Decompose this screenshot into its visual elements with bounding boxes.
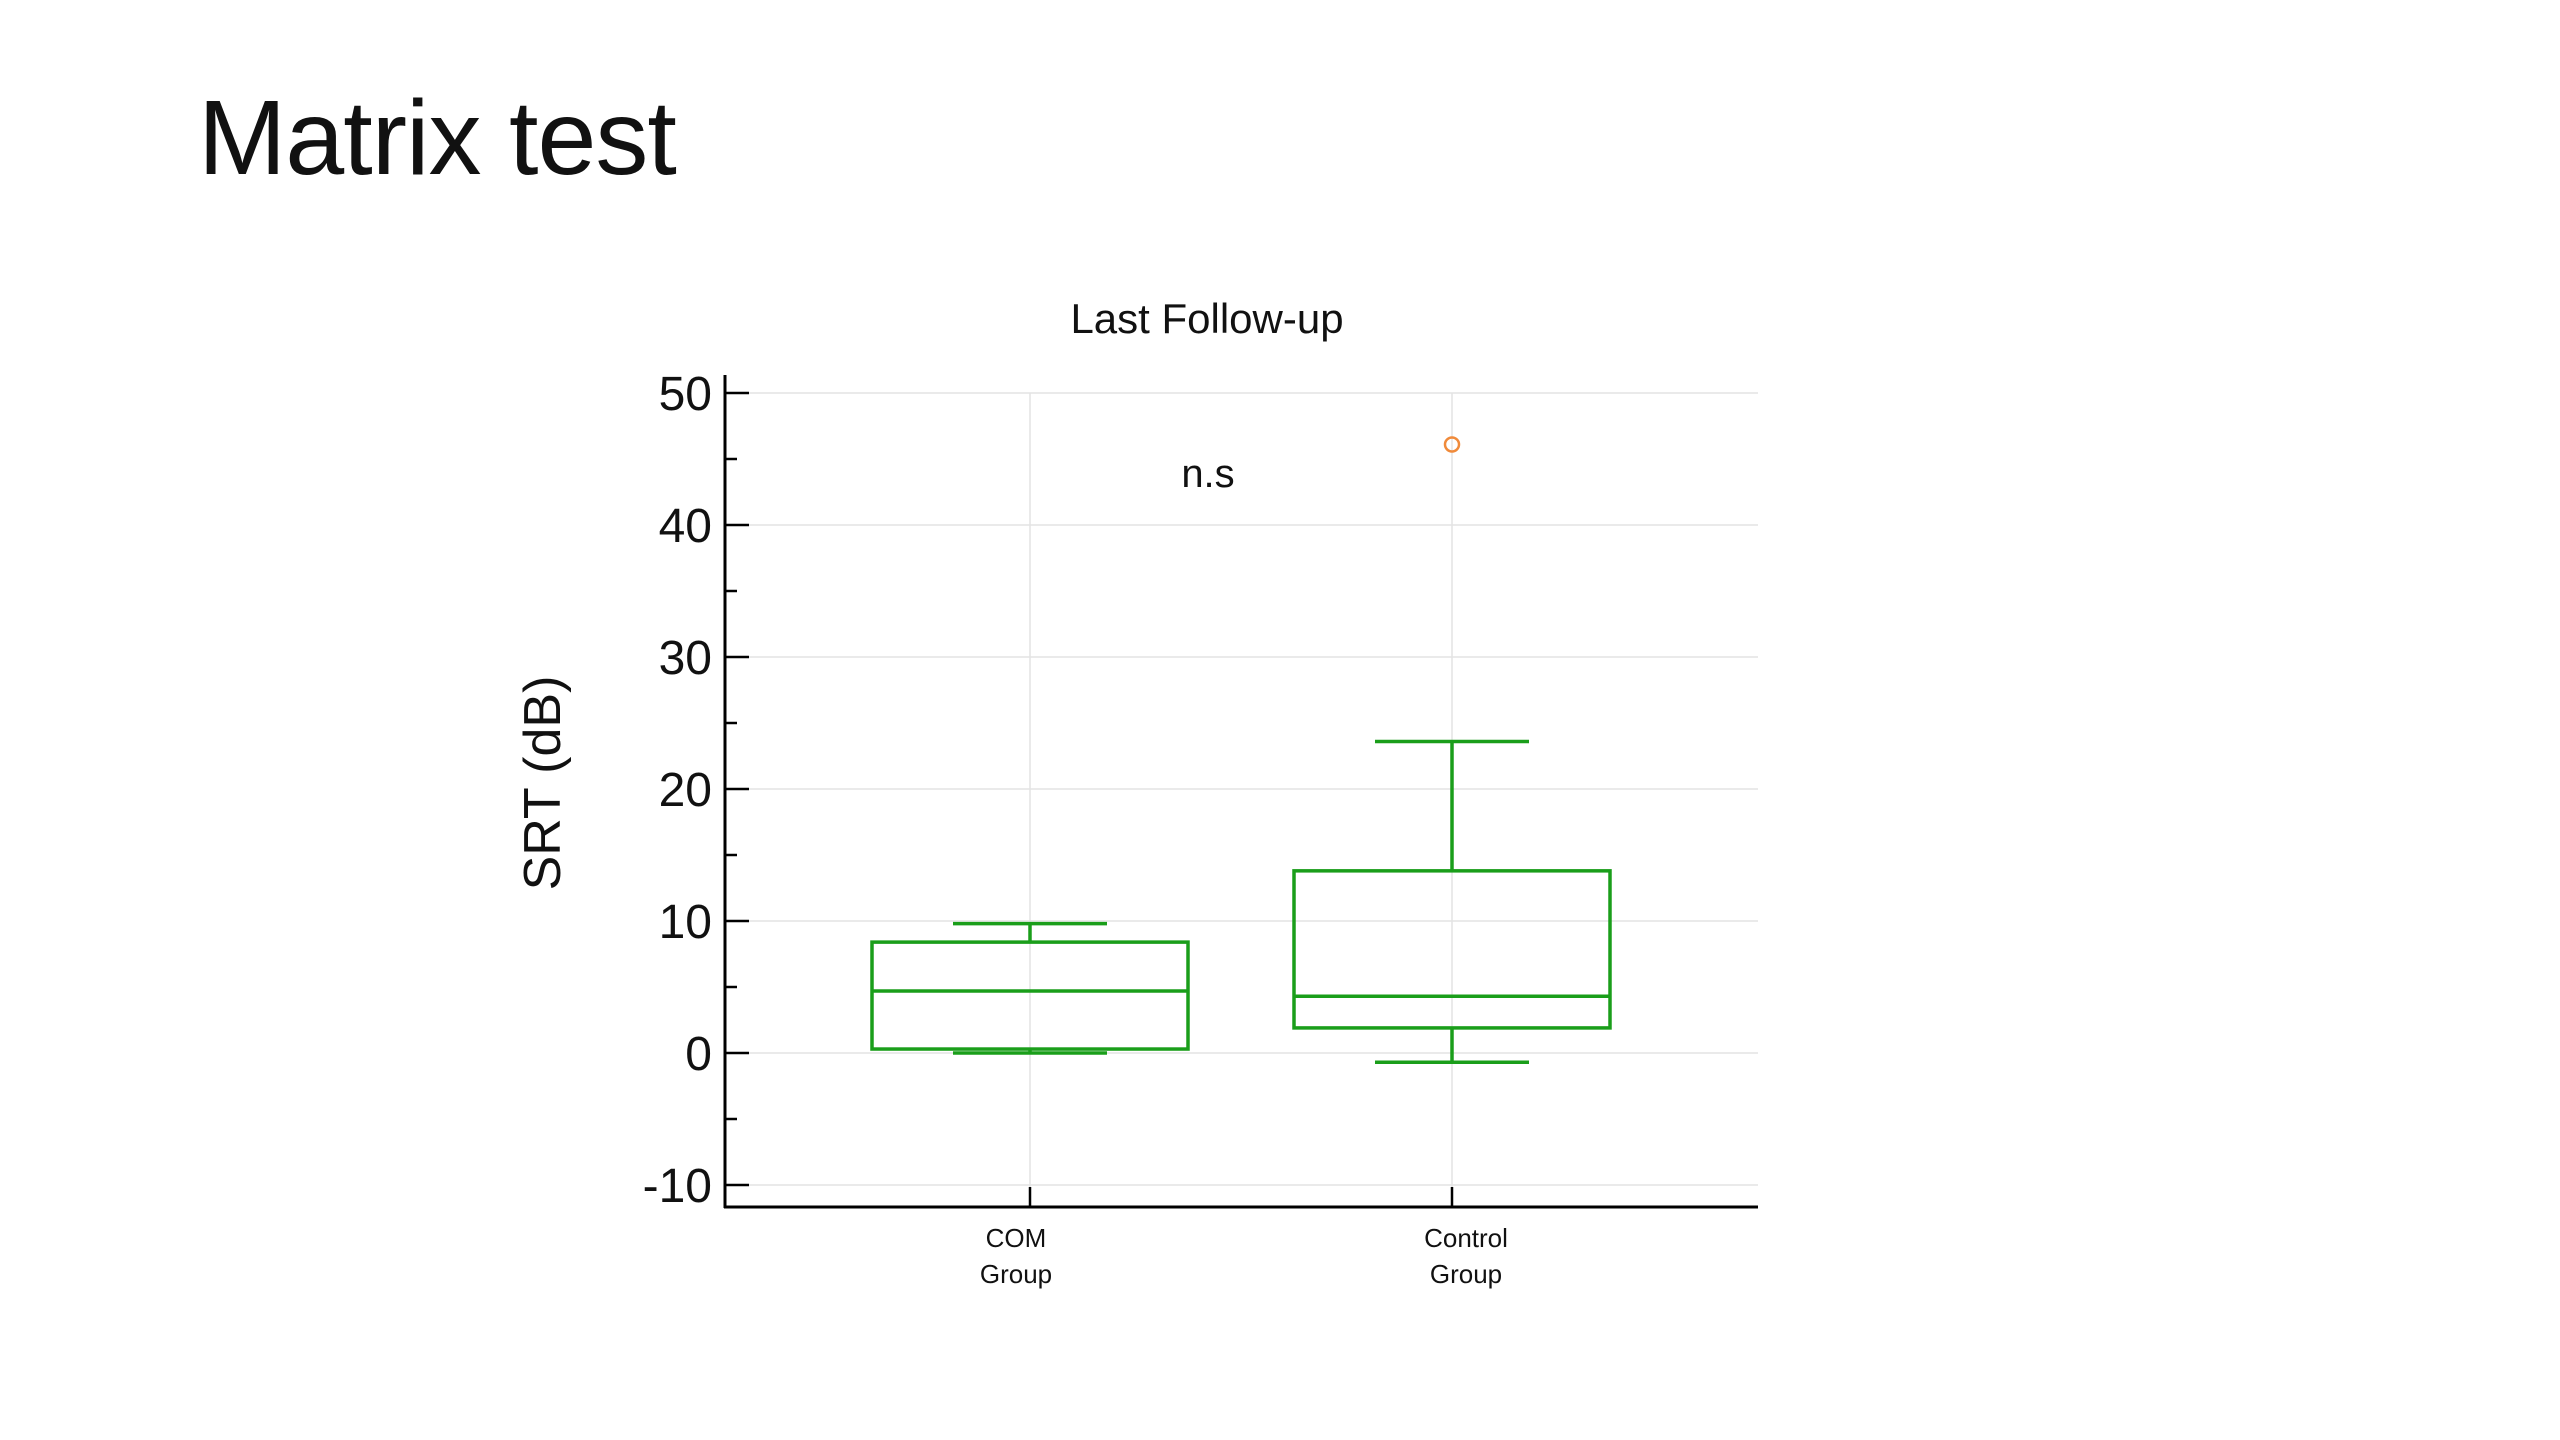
chart-text: 50 40 30 20 10 0 -10 COM Group Control Group Last F…	[514, 295, 1508, 1289]
x-tick-label: Group	[980, 1259, 1052, 1289]
axes	[723, 375, 1758, 1209]
box-iqr	[1292, 869, 1612, 1030]
chart-title: Last Follow-up	[1070, 295, 1343, 342]
y-tick-label: 30	[659, 632, 712, 685]
grid-lines	[725, 392, 1758, 1207]
boxes	[870, 436, 1612, 1064]
y-tick-label: 50	[659, 368, 712, 421]
y-tick-label: 10	[659, 896, 712, 949]
significance-annotation: n.s	[1181, 452, 1234, 496]
x-tick-label: Group	[1430, 1259, 1502, 1289]
box-iqr	[870, 940, 1190, 1051]
x-tick-label: COM	[986, 1223, 1047, 1253]
y-tick-label: 20	[659, 764, 712, 817]
y-tick-label: 0	[685, 1028, 712, 1081]
slide-title: Matrix test	[198, 79, 677, 197]
outlier-point	[1443, 436, 1461, 453]
y-tick-label: 40	[659, 500, 712, 553]
y-tick-label: -10	[643, 1160, 712, 1213]
y-axis-label: SRT (dB)	[514, 676, 572, 891]
x-tick-label: Control	[1424, 1223, 1508, 1253]
